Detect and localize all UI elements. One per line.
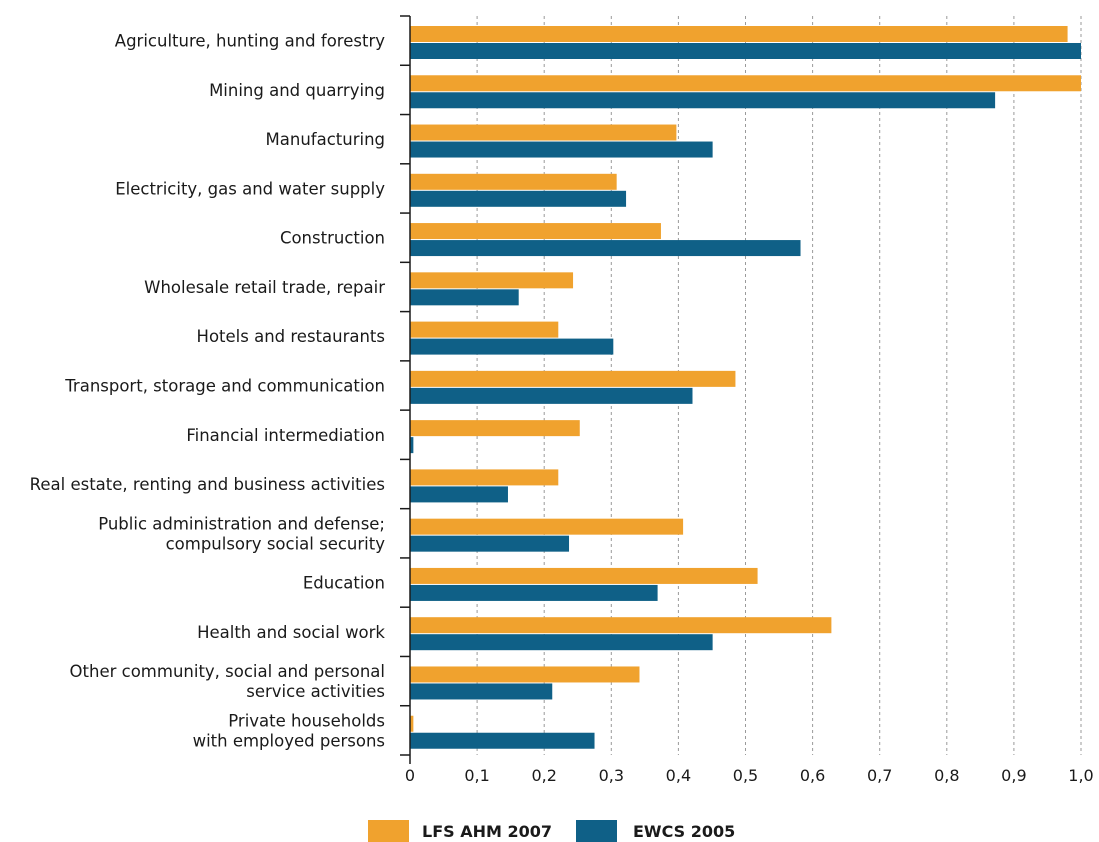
bar-ewcs-2005 <box>410 437 414 454</box>
bar-lfs-ahm-2007 <box>410 715 414 732</box>
bar-lfs-ahm-2007 <box>410 370 736 387</box>
bars <box>410 26 1081 749</box>
legend: LFS AHM 2007 EWCS 2005 <box>368 820 735 842</box>
bar-ewcs-2005 <box>410 338 614 355</box>
category-label: Private households <box>228 711 385 730</box>
axes <box>400 15 411 764</box>
category-label: Electricity, gas and water supply <box>115 179 385 198</box>
x-tick-label: 0,5 <box>733 766 758 785</box>
bar-lfs-ahm-2007 <box>410 617 832 634</box>
bar-ewcs-2005 <box>410 634 713 651</box>
category-label: Hotels and restaurants <box>197 327 385 346</box>
category-label: Education <box>303 574 385 593</box>
bar-lfs-ahm-2007 <box>410 518 684 535</box>
bar-lfs-ahm-2007 <box>410 75 1081 92</box>
bar-lfs-ahm-2007 <box>410 420 580 437</box>
x-tick-label: 0,6 <box>800 766 825 785</box>
bar-lfs-ahm-2007 <box>410 272 574 289</box>
bar-lfs-ahm-2007 <box>410 469 559 486</box>
bar-ewcs-2005 <box>410 535 570 552</box>
legend-swatch <box>576 820 617 842</box>
category-label: Wholesale retail trade, repair <box>144 278 385 297</box>
category-label: Financial intermediation <box>186 426 385 445</box>
x-tick-label: 1,0 <box>1068 766 1093 785</box>
category-label: Real estate, renting and business activi… <box>30 475 385 494</box>
bar-ewcs-2005 <box>410 190 627 207</box>
category-label: Other community, social and personal <box>70 662 385 681</box>
category-label: Agriculture, hunting and forestry <box>115 32 385 51</box>
legend-label: LFS AHM 2007 <box>422 822 552 841</box>
bar-lfs-ahm-2007 <box>410 567 758 584</box>
x-tick-label: 0,7 <box>867 766 892 785</box>
x-tick-label: 0,4 <box>666 766 691 785</box>
bar-ewcs-2005 <box>410 683 553 700</box>
category-label: Construction <box>280 229 385 248</box>
category-label: with employed persons <box>193 731 385 750</box>
x-tick-label: 0,1 <box>464 766 489 785</box>
category-label: service activities <box>246 682 385 701</box>
x-tick-label: 0,3 <box>599 766 624 785</box>
bar-lfs-ahm-2007 <box>410 124 677 141</box>
bar-ewcs-2005 <box>410 584 658 601</box>
category-label: Health and social work <box>197 623 385 642</box>
bar-ewcs-2005 <box>410 387 693 404</box>
x-tick-label: 0,2 <box>531 766 556 785</box>
x-tick-label: 0 <box>405 766 415 785</box>
bar-lfs-ahm-2007 <box>410 223 661 240</box>
bar-ewcs-2005 <box>410 43 1081 59</box>
bar-ewcs-2005 <box>410 486 508 503</box>
bar-lfs-ahm-2007 <box>410 26 1068 42</box>
x-tick-labels: 0 0,1 0,2 0,3 0,4 0,5 0,6 0,7 0,8 0,9 1,0 <box>405 766 1094 785</box>
category-label: Manufacturing <box>266 130 385 149</box>
legend-label: EWCS 2005 <box>633 822 735 841</box>
category-label: compulsory social security <box>166 534 386 553</box>
bar-lfs-ahm-2007 <box>410 666 640 683</box>
category-label: Mining and quarrying <box>209 81 385 100</box>
category-label: Transport, storage and communication <box>64 377 385 396</box>
x-tick-label: 0,8 <box>934 766 959 785</box>
bar-ewcs-2005 <box>410 92 996 109</box>
legend-swatch <box>368 820 409 842</box>
bar-lfs-ahm-2007 <box>410 173 617 190</box>
x-tick-label: 0,9 <box>1001 766 1026 785</box>
category-label: Public administration and defense; <box>98 514 385 533</box>
category-labels: Agriculture, hunting and forestry Mining … <box>30 32 386 751</box>
bar-ewcs-2005 <box>410 240 801 257</box>
bar-ewcs-2005 <box>410 289 519 306</box>
bar-lfs-ahm-2007 <box>410 321 559 338</box>
bar-ewcs-2005 <box>410 732 595 749</box>
bar-ewcs-2005 <box>410 141 713 158</box>
